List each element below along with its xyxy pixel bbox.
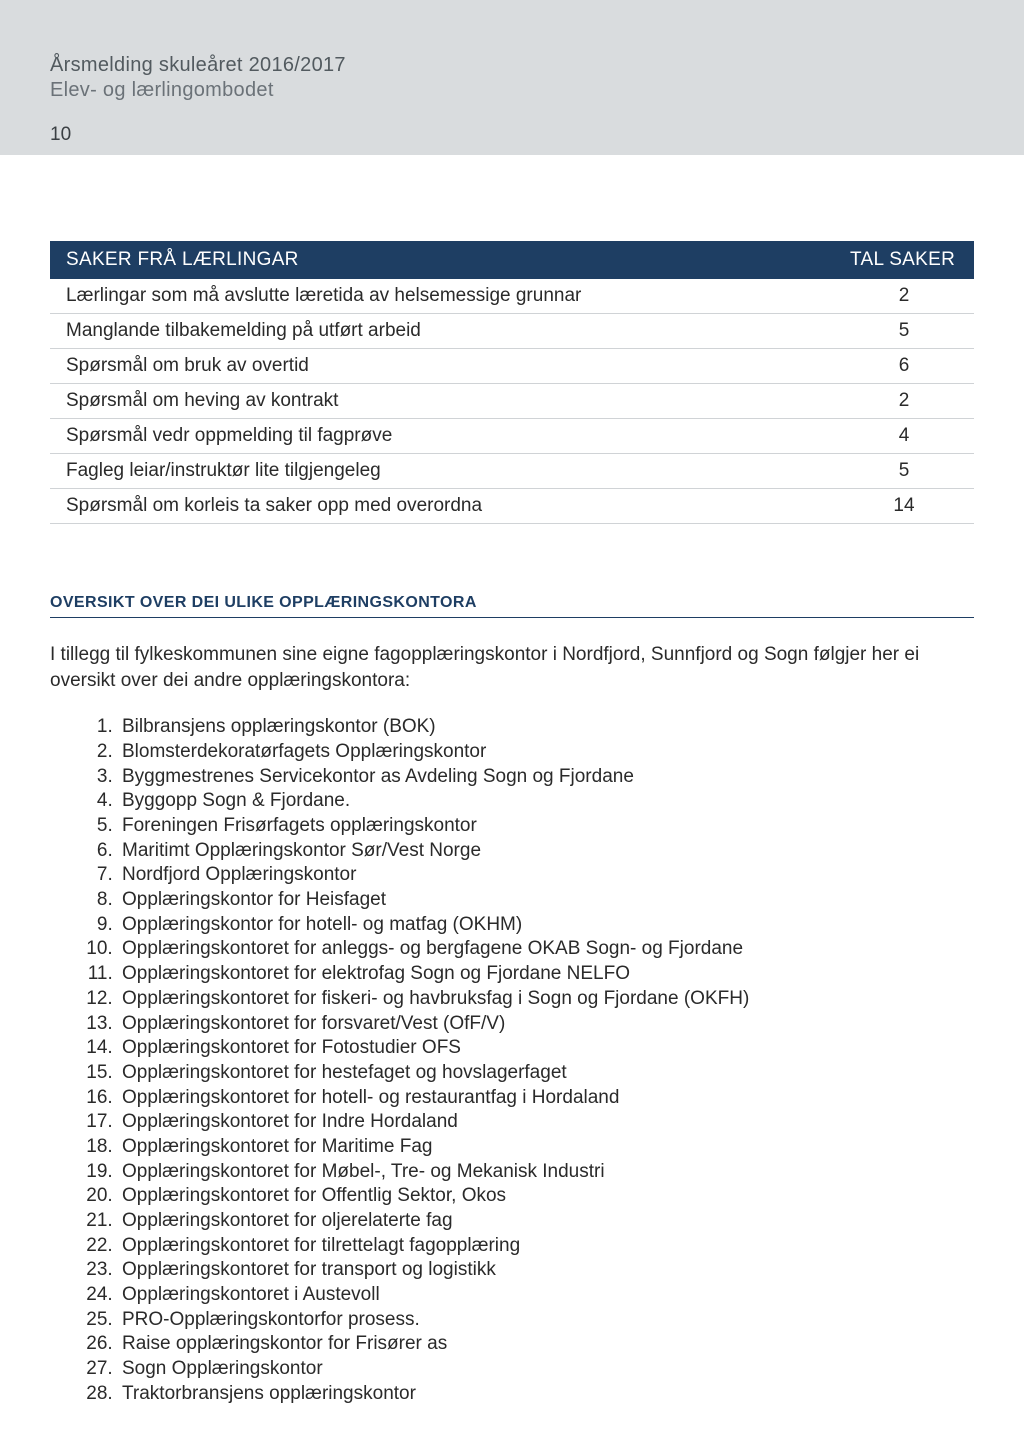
list-item: Opplæringskontoret for forsvaret/Vest (O… bbox=[118, 1012, 974, 1037]
table-cell-count: 6 bbox=[834, 349, 974, 384]
list-item: Maritimt Opplæringskontor Sør/Vest Norge bbox=[118, 839, 974, 864]
list-item: Opplæringskontoret for oljerelaterte fag bbox=[118, 1209, 974, 1234]
table-header-count: TAL SAKER bbox=[834, 241, 974, 279]
page-content: SAKER FRÅ LÆRLINGAR TAL SAKER Lærlingar … bbox=[0, 155, 1024, 1407]
list-item: Opplæringskontoret for Møbel-, Tre- og M… bbox=[118, 1160, 974, 1185]
list-item: Opplæringskontoret for tilrettelagt fago… bbox=[118, 1234, 974, 1259]
table-row: Fagleg leiar/instruktør lite tilgjengele… bbox=[50, 454, 974, 489]
table-cell-label: Lærlingar som må avslutte læretida av he… bbox=[50, 279, 834, 314]
table-cell-count: 14 bbox=[834, 489, 974, 524]
list-item: Blomsterdekoratørfagets Opplæringskontor bbox=[118, 740, 974, 765]
list-item: Opplæringskontoret for Maritime Fag bbox=[118, 1135, 974, 1160]
list-item: Raise opplæringskontor for Frisører as bbox=[118, 1332, 974, 1357]
list-item: Traktorbransjens opplæringskontor bbox=[118, 1382, 974, 1407]
table-header-label: SAKER FRÅ LÆRLINGAR bbox=[50, 241, 834, 279]
table-row: Spørsmål om korleis ta saker opp med ove… bbox=[50, 489, 974, 524]
list-item: Bilbransjens opplæringskontor (BOK) bbox=[118, 715, 974, 740]
list-item: Opplæringskontoret for Offentlig Sektor,… bbox=[118, 1184, 974, 1209]
section-intro: I tillegg til fylkeskommunen sine eigne … bbox=[50, 642, 974, 693]
table-cell-count: 5 bbox=[834, 314, 974, 349]
list-item: Byggmestrenes Servicekontor as Avdeling … bbox=[118, 765, 974, 790]
list-item: Byggopp Sogn & Fjordane. bbox=[118, 789, 974, 814]
list-item: Opplæringskontoret for hestefaget og hov… bbox=[118, 1061, 974, 1086]
table-cell-count: 4 bbox=[834, 419, 974, 454]
page-header: Årsmelding skuleåret 2016/2017 Elev- og … bbox=[0, 0, 1024, 155]
list-item: PRO-Opplæringskontorfor prosess. bbox=[118, 1308, 974, 1333]
table-cell-label: Spørsmål om korleis ta saker opp med ove… bbox=[50, 489, 834, 524]
table-row: Spørsmål om heving av kontrakt2 bbox=[50, 384, 974, 419]
list-item: Opplæringskontoret for elektrofag Sogn o… bbox=[118, 962, 974, 987]
office-list: Bilbransjens opplæringskontor (BOK)Bloms… bbox=[118, 715, 974, 1406]
list-item: Sogn Opplæringskontor bbox=[118, 1357, 974, 1382]
header-subtitle: Elev- og lærlingombodet bbox=[50, 79, 974, 102]
list-item: Opplæringskontor for Heisfaget bbox=[118, 888, 974, 913]
list-item: Opplæringskontoret for hotell- og restau… bbox=[118, 1086, 974, 1111]
table-cell-label: Fagleg leiar/instruktør lite tilgjengele… bbox=[50, 454, 834, 489]
table-cell-label: Spørsmål om bruk av overtid bbox=[50, 349, 834, 384]
table-cell-label: Spørsmål om heving av kontrakt bbox=[50, 384, 834, 419]
list-item: Opplæringskontoret for anleggs- og bergf… bbox=[118, 937, 974, 962]
table-row: Lærlingar som må avslutte læretida av he… bbox=[50, 279, 974, 314]
list-item: Opplæringskontoret for Fotostudier OFS bbox=[118, 1036, 974, 1061]
section-heading: OVERSIKT OVER DEI ULIKE OPPLÆRINGSKONTOR… bbox=[50, 594, 974, 618]
table-cell-label: Spørsmål vedr oppmelding til fagprøve bbox=[50, 419, 834, 454]
table-cell-count: 5 bbox=[834, 454, 974, 489]
list-item: Opplæringskontoret for fiskeri- og havbr… bbox=[118, 987, 974, 1012]
page-number: 10 bbox=[50, 124, 974, 146]
table-cell-label: Manglande tilbakemelding på utført arbei… bbox=[50, 314, 834, 349]
cases-table: SAKER FRÅ LÆRLINGAR TAL SAKER Lærlingar … bbox=[50, 241, 974, 524]
list-item: Foreningen Frisørfagets opplæringskontor bbox=[118, 814, 974, 839]
table-cell-count: 2 bbox=[834, 279, 974, 314]
header-title: Årsmelding skuleåret 2016/2017 bbox=[50, 52, 974, 79]
table-row: Manglande tilbakemelding på utført arbei… bbox=[50, 314, 974, 349]
table-row: Spørsmål vedr oppmelding til fagprøve4 bbox=[50, 419, 974, 454]
list-item: Opplæringskontor for hotell- og matfag (… bbox=[118, 913, 974, 938]
list-item: Opplæringskontoret for Indre Hordaland bbox=[118, 1110, 974, 1135]
list-item: Opplæringskontoret for transport og logi… bbox=[118, 1258, 974, 1283]
list-item: Nordfjord Opplæringskontor bbox=[118, 863, 974, 888]
list-item: Opplæringskontoret i Austevoll bbox=[118, 1283, 974, 1308]
table-row: Spørsmål om bruk av overtid6 bbox=[50, 349, 974, 384]
table-cell-count: 2 bbox=[834, 384, 974, 419]
